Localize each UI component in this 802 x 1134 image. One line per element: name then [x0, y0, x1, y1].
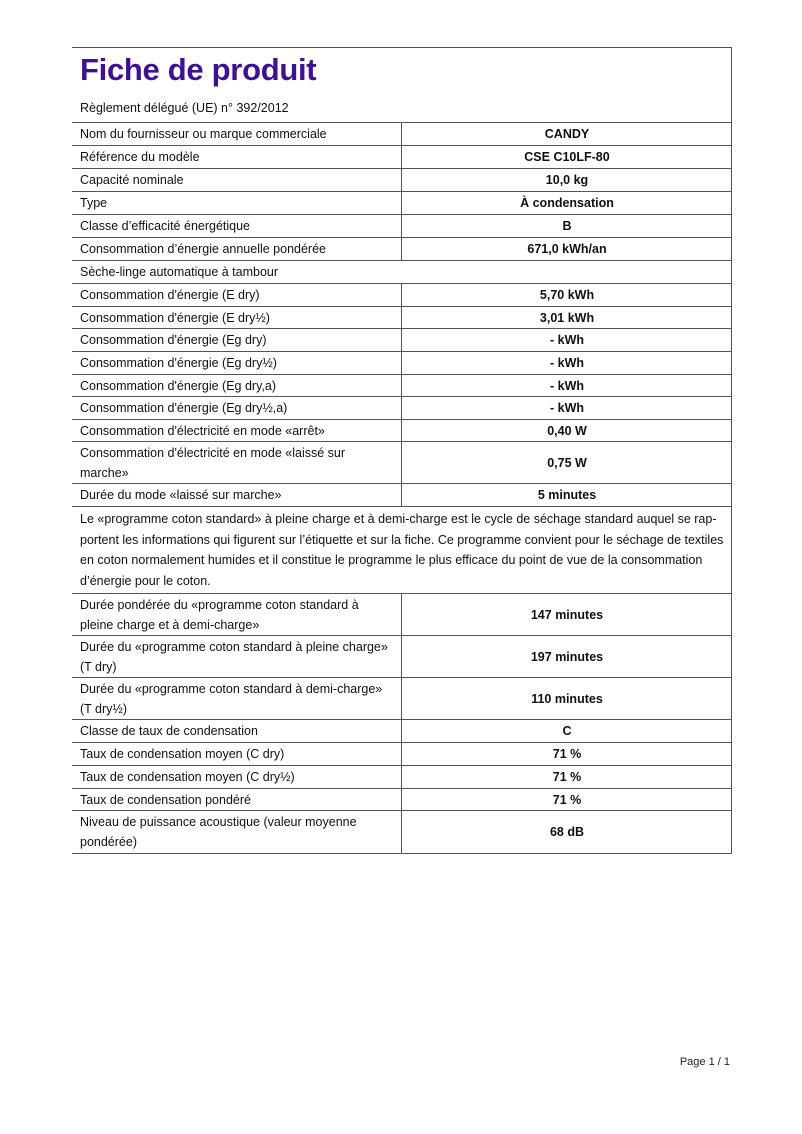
row-label: Durée du «programme coton standard à dem… — [72, 677, 402, 720]
row-value: - kWh — [401, 396, 732, 420]
row-value: 147 minutes — [401, 593, 732, 636]
table-row: Consommation d'énergie (Eg dry½) - kWh — [72, 351, 732, 375]
table-row: Consommation d'électricité en mode «arrê… — [72, 419, 732, 442]
row-label: Sèche-linge automatique à tambour — [72, 260, 732, 284]
table-row: Consommation d'électricité en mode «lais… — [72, 441, 732, 484]
table-row: Consommation d'énergie (Eg dry½,a) - kWh — [72, 396, 732, 420]
row-value: 0,40 W — [401, 419, 732, 442]
row-value: 68 dB — [401, 810, 732, 854]
table-row: Classe d’efficacité énergétique B — [72, 214, 732, 238]
row-value: - kWh — [401, 351, 732, 375]
row-label: Consommation d'électricité en mode «lais… — [72, 441, 402, 484]
row-value: 197 minutes — [401, 635, 732, 678]
row-label: Consommation d'énergie (Eg dry½) — [72, 351, 402, 375]
row-label: Niveau de puissance acoustique (valeur m… — [72, 810, 402, 854]
row-label: Nom du fournisseur ou marque commerciale — [72, 122, 402, 146]
row-value: 5,70 kWh — [401, 283, 732, 307]
row-label: Consommation d'énergie (Eg dry,a) — [72, 374, 402, 397]
table-row: Consommation d’énergie annuelle pondérée… — [72, 237, 732, 261]
table-row: Taux de condensation moyen (C dry) 71 % — [72, 742, 732, 766]
table-row: Le «programme coton standard» à pleine c… — [72, 506, 732, 594]
row-value: C — [401, 719, 732, 743]
table-row: Consommation d'énergie (Eg dry) - kWh — [72, 328, 732, 352]
row-label: Durée pondérée du «programme coton stand… — [72, 593, 402, 636]
row-value: 0,75 W — [401, 441, 732, 484]
row-value: 10,0 kg — [401, 168, 732, 192]
row-label: Consommation d'énergie (E dry½) — [72, 306, 402, 329]
row-label: Consommation d'électricité en mode «arrê… — [72, 419, 402, 442]
row-label: Classe de taux de condensation — [72, 719, 402, 743]
row-value: - kWh — [401, 328, 732, 352]
table-row: Durée du mode «laissé sur marche» 5 minut… — [72, 483, 732, 507]
row-label: Consommation d'énergie (Eg dry) — [72, 328, 402, 352]
row-label: Consommation d’énergie annuelle pondérée — [72, 237, 402, 261]
row-label: Taux de condensation moyen (C dry) — [72, 742, 402, 766]
row-value: 71 % — [401, 742, 732, 766]
row-value: 71 % — [401, 788, 732, 811]
row-label: Consommation d'énergie (E dry) — [72, 283, 402, 307]
table-row: Consommation d'énergie (E dry½) 3,01 kWh — [72, 306, 732, 329]
table-row: Durée du «programme coton standard à ple… — [72, 635, 732, 678]
regulation-subtitle: Règlement délégué (UE) n° 392/2012 — [80, 101, 289, 115]
row-label: Durée du mode «laissé sur marche» — [72, 483, 402, 507]
row-label: Consommation d'énergie (Eg dry½,a) — [72, 396, 402, 420]
row-label: Classe d’efficacité énergétique — [72, 214, 402, 238]
table-row: Taux de condensation pondéré 71 % — [72, 788, 732, 811]
table-row: Capacité nominale 10,0 kg — [72, 168, 732, 192]
row-label: Le «programme coton standard» à pleine c… — [72, 506, 732, 594]
product-table: Nom du fournisseur ou marque commerciale… — [72, 122, 732, 854]
page-title: Fiche de produit — [80, 52, 317, 87]
table-row: Classe de taux de condensation C — [72, 719, 732, 743]
row-value: CANDY — [401, 122, 732, 146]
table-row: Niveau de puissance acoustique (valeur m… — [72, 810, 732, 854]
table-row: Sèche-linge automatique à tambour — [72, 260, 732, 284]
row-label: Taux de condensation moyen (C dry½) — [72, 765, 402, 789]
row-value: 671,0 kWh/an — [401, 237, 732, 261]
row-value: 3,01 kWh — [401, 306, 732, 329]
table-row: Consommation d'énergie (Eg dry,a) - kWh — [72, 374, 732, 397]
table-row: Nom du fournisseur ou marque commerciale… — [72, 122, 732, 146]
row-label: Taux de condensation pondéré — [72, 788, 402, 811]
table-row: Référence du modèle CSE C10LF-80 — [72, 145, 732, 169]
row-label: Durée du «programme coton standard à ple… — [72, 635, 402, 678]
row-value: - kWh — [401, 374, 732, 397]
table-row: Durée du «programme coton standard à dem… — [72, 677, 732, 720]
row-label: Référence du modèle — [72, 145, 402, 169]
row-value: CSE C10LF-80 — [401, 145, 732, 169]
table-row: Taux de condensation moyen (C dry½) 71 % — [72, 765, 732, 789]
product-sheet: Fiche de produit Règlement délégué (UE) … — [72, 47, 732, 854]
row-value: 71 % — [401, 765, 732, 789]
row-value: À condensation — [401, 191, 732, 215]
table-row: Durée pondérée du «programme coton stand… — [72, 593, 732, 636]
page-number: Page 1 / 1 — [679, 1056, 730, 1068]
table-row: Consommation d'énergie (E dry) 5,70 kWh — [72, 283, 732, 307]
row-label: Type — [72, 191, 402, 215]
row-value: B — [401, 214, 732, 238]
row-value: 5 minutes — [401, 483, 732, 507]
row-value: 110 minutes — [401, 677, 732, 720]
row-label: Capacité nominale — [72, 168, 402, 192]
table-row: Type À condensation — [72, 191, 732, 215]
